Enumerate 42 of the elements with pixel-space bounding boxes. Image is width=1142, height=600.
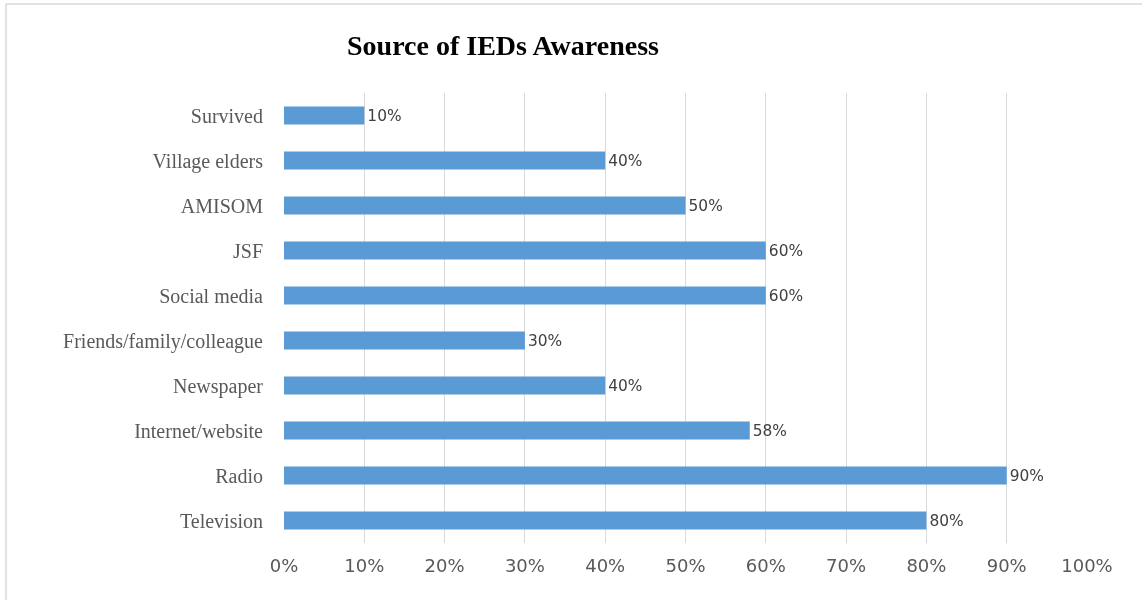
x-tick-label: 100% (1061, 555, 1113, 576)
x-tick-label: 10% (344, 555, 385, 576)
x-tick-label: 80% (906, 555, 947, 576)
data-label: 80% (929, 512, 964, 531)
y-tick-label: AMISOM (180, 194, 264, 217)
x-tick-label: 20% (424, 555, 465, 576)
bar (284, 286, 766, 305)
x-tick-label: 40% (585, 555, 626, 576)
bar (284, 511, 927, 530)
y-tick-label: Social media (159, 284, 264, 307)
data-label: 40% (608, 377, 643, 396)
bar (284, 196, 686, 215)
data-label: 60% (768, 242, 804, 261)
data-label: 30% (527, 332, 563, 351)
bar (284, 331, 525, 350)
x-tick-label: 0% (269, 555, 299, 576)
x-tick-label: 60% (745, 555, 786, 576)
data-label: 90% (1009, 467, 1044, 486)
x-tick-label: 90% (986, 555, 1027, 576)
y-tick-label: Friends/family/colleague (63, 329, 264, 353)
y-tick-label: Survived (190, 104, 263, 127)
y-tick-label: Radio (215, 464, 263, 487)
y-tick-label: Village elders (152, 149, 264, 173)
data-label: 50% (688, 197, 723, 216)
y-tick-label: Television (179, 509, 263, 532)
bar (284, 106, 365, 125)
bar (284, 466, 1007, 485)
data-label: 10% (367, 107, 402, 126)
bar (284, 421, 750, 440)
data-label: 40% (608, 152, 643, 171)
bar (284, 241, 766, 260)
x-tick-label: 50% (665, 555, 706, 576)
bar (284, 376, 606, 395)
y-tick-label: Newspaper (173, 374, 264, 398)
y-tick-label: JSF (232, 239, 263, 262)
data-label: 58% (752, 422, 788, 441)
chart-title: Source of IEDs Awareness (347, 29, 660, 61)
data-label: 60% (768, 287, 804, 306)
bar (284, 151, 606, 170)
y-tick-label: Internet/website (134, 419, 264, 442)
x-tick-label: 30% (504, 555, 545, 576)
x-tick-label: 70% (826, 555, 867, 576)
